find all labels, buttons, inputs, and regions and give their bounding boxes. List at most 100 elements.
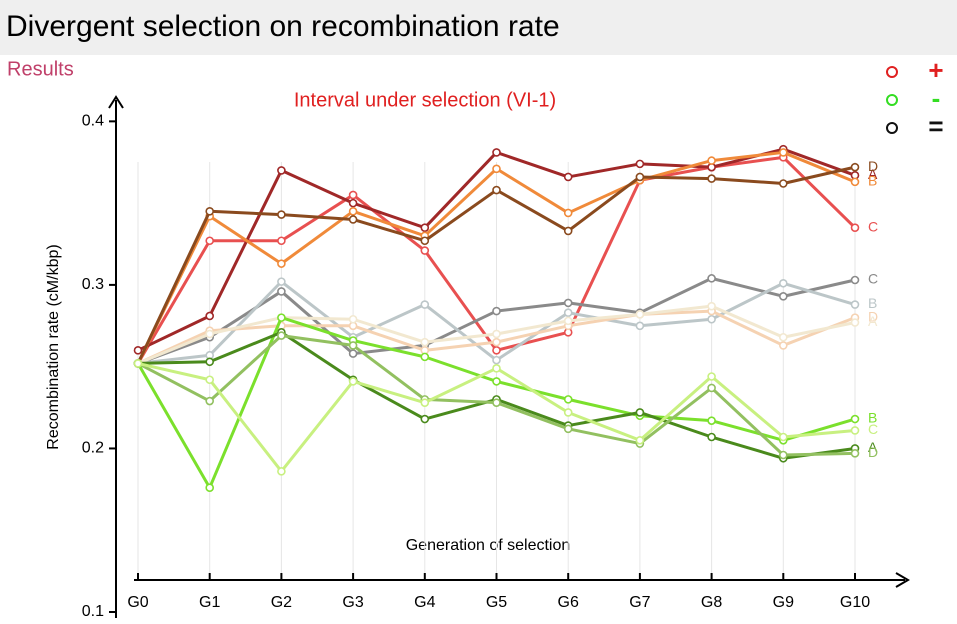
series-end-label: C [868, 218, 878, 234]
point [563, 408, 573, 417]
x-tick-label: G1 [199, 594, 220, 611]
point [420, 352, 430, 362]
point [420, 236, 430, 246]
x-tick-label: G6 [558, 594, 579, 611]
point [348, 190, 358, 200]
point [707, 383, 716, 393]
point [277, 331, 286, 340]
legend-symbol: + [928, 55, 943, 85]
y-axis-arrow [108, 95, 124, 109]
point [635, 172, 645, 182]
point [348, 341, 358, 350]
point [563, 316, 573, 326]
point [420, 414, 430, 424]
x-axis-arrow [895, 572, 910, 588]
x-tick-label: G5 [486, 594, 507, 611]
point [707, 416, 716, 425]
point [348, 198, 358, 208]
point [492, 185, 501, 195]
series-end-label: D [868, 158, 878, 174]
y-tick-label: 0.3 [82, 276, 104, 293]
point [492, 329, 501, 339]
y-tick-label: 0.2 [82, 440, 104, 457]
x-axis-label: Generation of selection [406, 537, 571, 554]
point [348, 314, 358, 324]
point [492, 377, 501, 386]
point [563, 226, 573, 236]
x-tick-label: G8 [701, 594, 722, 611]
legend-marker [886, 122, 898, 134]
point [635, 159, 645, 169]
series-end-label: B [868, 410, 877, 426]
series-end-label: A [868, 313, 878, 329]
point [850, 426, 860, 435]
point [778, 332, 788, 342]
point [133, 359, 143, 368]
point [205, 396, 214, 406]
point [707, 301, 716, 311]
point [563, 298, 573, 308]
point [850, 449, 860, 458]
point [492, 306, 501, 316]
point [850, 275, 860, 285]
point [205, 311, 214, 321]
x-tick-label: G0 [127, 594, 148, 611]
series-end-label: A [868, 439, 878, 455]
point [563, 395, 573, 404]
point [420, 398, 430, 407]
point [778, 148, 788, 157]
section-label: Results [7, 58, 74, 80]
point [635, 321, 645, 331]
point [420, 223, 430, 232]
series-end-label: B [868, 295, 877, 311]
point [563, 172, 573, 182]
y-tick-label: 0.1 [82, 603, 104, 620]
x-tick-label: G4 [414, 594, 435, 611]
point [707, 432, 716, 442]
chart-title: Interval under selection (VI-1) [294, 89, 556, 111]
point [778, 292, 788, 301]
x-tick-label: G2 [271, 594, 292, 611]
point [348, 215, 358, 224]
point [492, 164, 501, 174]
y-axis-label: Recombination rate (cM/kbp) [45, 244, 62, 449]
point [492, 337, 501, 347]
legend-marker [886, 66, 898, 78]
point [850, 177, 860, 187]
point [348, 377, 358, 386]
point [492, 355, 501, 365]
point [850, 223, 860, 232]
point [492, 346, 501, 355]
point [277, 277, 286, 286]
series-end-label: D [868, 308, 878, 324]
legend-marker [886, 94, 898, 106]
point [420, 246, 430, 255]
x-tick-label: G3 [342, 594, 363, 611]
point [205, 236, 214, 246]
point [563, 424, 573, 434]
point [707, 156, 716, 165]
point [492, 398, 501, 407]
point [778, 341, 788, 350]
point [563, 208, 573, 218]
point [205, 207, 214, 216]
point [205, 483, 214, 493]
point [707, 274, 716, 283]
x-tick-label: G10 [840, 594, 870, 611]
point [635, 408, 645, 417]
point [778, 450, 788, 460]
point [635, 310, 645, 319]
page-title: Divergent selection on recombination rat… [6, 10, 560, 43]
point [563, 308, 573, 318]
point [348, 349, 358, 358]
point [850, 414, 860, 424]
series-end-label: A [868, 166, 878, 182]
point [277, 236, 286, 246]
point [348, 207, 358, 216]
point [635, 435, 645, 445]
point [205, 357, 214, 367]
header-bar [0, 0, 957, 55]
point [707, 174, 716, 183]
legend-symbol: - [932, 83, 941, 113]
